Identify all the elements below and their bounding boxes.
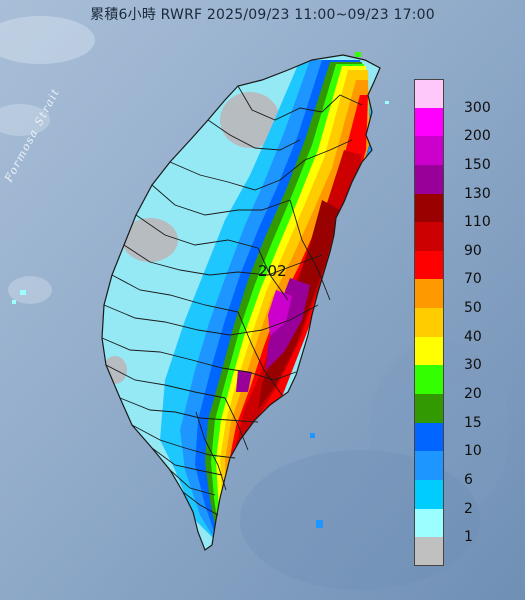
legend-row: 300 xyxy=(414,79,522,116)
legend-swatch xyxy=(414,308,444,337)
legend-row: 200 xyxy=(414,107,522,144)
offshore-islets xyxy=(12,52,389,528)
legend-swatch xyxy=(414,136,444,165)
legend-label: 40 xyxy=(464,328,482,345)
county-boundaries xyxy=(101,85,363,516)
legend-label: 110 xyxy=(464,214,491,231)
legend-swatch xyxy=(414,508,444,538)
legend-row: 50 xyxy=(414,279,522,316)
legend-row: 150 xyxy=(414,136,522,173)
legend-label: 200 xyxy=(464,128,491,145)
rainfall-legend: 300 200 150 130 110 90 70 50 40 30 20 15 10 6 2 1 xyxy=(414,79,522,566)
legend-swatch xyxy=(414,537,444,566)
legend-row: 20 xyxy=(414,365,522,402)
legend-swatch xyxy=(414,250,444,280)
legend-label: 70 xyxy=(464,271,482,288)
legend-swatch xyxy=(414,451,444,480)
legend-row: 15 xyxy=(414,394,522,431)
legend-row: 40 xyxy=(414,308,522,345)
legend-swatch xyxy=(414,79,444,108)
legend-label: 20 xyxy=(464,386,482,403)
legend-swatch xyxy=(414,422,444,452)
legend-swatch xyxy=(414,107,444,137)
legend-label: 10 xyxy=(464,443,482,460)
legend-row: 90 xyxy=(414,222,522,259)
legend-swatch xyxy=(414,336,444,366)
legend-label: 150 xyxy=(464,156,491,173)
legend-label: 300 xyxy=(464,99,491,116)
legend-swatch xyxy=(414,479,444,509)
legend-swatch xyxy=(414,193,444,223)
map-title: 累積6小時 RWRF 2025/09/23 11:00~09/23 17:00 xyxy=(90,7,435,23)
legend-row: 70 xyxy=(414,250,522,287)
legend-row: 10 xyxy=(414,422,522,459)
legend-label: 15 xyxy=(464,414,482,431)
legend-label: 2 xyxy=(464,500,473,517)
legend-label: 50 xyxy=(464,300,482,317)
legend-swatch xyxy=(414,279,444,309)
legend-row: 110 xyxy=(414,193,522,230)
legend-swatch xyxy=(414,222,444,251)
legend-label: 1 xyxy=(464,529,473,546)
legend-swatch xyxy=(414,365,444,395)
legend-row: 2 xyxy=(414,479,522,517)
legend-row: 30 xyxy=(414,336,522,373)
legend-row: 6 xyxy=(414,451,522,488)
max-rainfall-label: 202 xyxy=(258,262,287,280)
legend-row xyxy=(414,537,522,566)
legend-row: 1 xyxy=(414,508,522,545)
legend-row: 130 xyxy=(414,164,522,202)
legend-label: 6 xyxy=(464,471,473,488)
legend-swatch xyxy=(414,164,444,194)
legend-swatch xyxy=(414,394,444,423)
legend-label: 90 xyxy=(464,242,482,259)
legend-label: 130 xyxy=(464,185,491,202)
legend-label: 30 xyxy=(464,357,482,374)
